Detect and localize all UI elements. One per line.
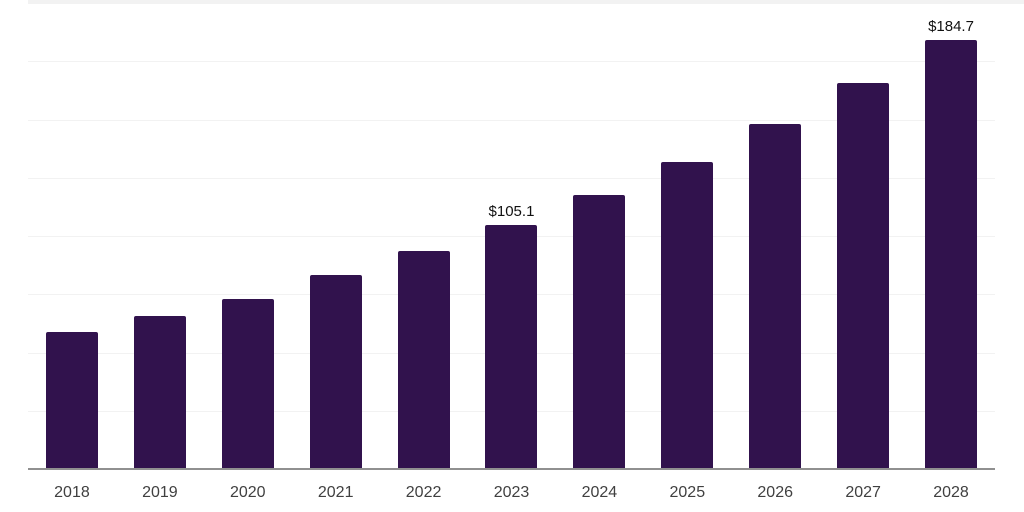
bar-2023 (485, 225, 538, 470)
bars-row: $105.1 $184.7 (28, 4, 995, 470)
plot-area: $105.1 $184.7 (28, 4, 995, 470)
x-tick-label-2018: 2018 (54, 484, 90, 501)
bar-value-label-2023: $105.1 (488, 203, 535, 221)
gridline-175 (28, 61, 995, 63)
gridline-150 (28, 119, 995, 121)
x-tick-label-2021: 2021 (317, 484, 354, 501)
x-tick-label-2028: 2028 (933, 484, 969, 501)
gridline-125 (28, 177, 995, 179)
x-tick-label-2027: 2027 (845, 484, 881, 501)
bar-slot-2028: $184.7 (907, 4, 995, 470)
bar-slot-2026 (731, 4, 819, 470)
x-tick-label-2026: 2026 (757, 484, 793, 501)
x-axis-line (28, 468, 995, 470)
bar-2022 (397, 251, 450, 470)
bar-2020 (221, 298, 274, 470)
bar-2024 (573, 195, 626, 470)
bar-2018 (45, 331, 98, 470)
bar-2026 (749, 124, 802, 470)
x-tick-label-2019: 2019 (142, 484, 178, 501)
bar-2027 (837, 83, 890, 470)
bar-slot-2025 (643, 4, 731, 470)
x-tick-label-2023: 2023 (493, 484, 530, 501)
x-tick-label-2024: 2024 (581, 484, 618, 501)
bar-2021 (309, 275, 362, 470)
bar-slot-2023: $105.1 (468, 4, 556, 470)
bar-slot-2022 (380, 4, 468, 470)
bar-slot-2019 (116, 4, 204, 470)
bar-2025 (661, 161, 714, 470)
bar-slot-2020 (204, 4, 292, 470)
bar-2028 (925, 39, 978, 470)
bar-slot-2021 (292, 4, 380, 470)
x-tick-label-2025: 2025 (669, 484, 706, 501)
bar-slot-2027 (819, 4, 907, 470)
bar-slot-2018 (28, 4, 116, 470)
x-axis-labels: 2018 2019 2020 2021 2022 2023 2024 2025 2026 2027… (28, 483, 995, 502)
bar-value-label-2028: $184.7 (928, 17, 974, 35)
bar-slot-2024 (555, 4, 643, 470)
bar-2019 (133, 316, 186, 470)
x-tick-label-2020: 2020 (229, 484, 266, 501)
x-tick-label-2022: 2022 (405, 484, 442, 501)
top-gridline (28, 0, 1024, 4)
